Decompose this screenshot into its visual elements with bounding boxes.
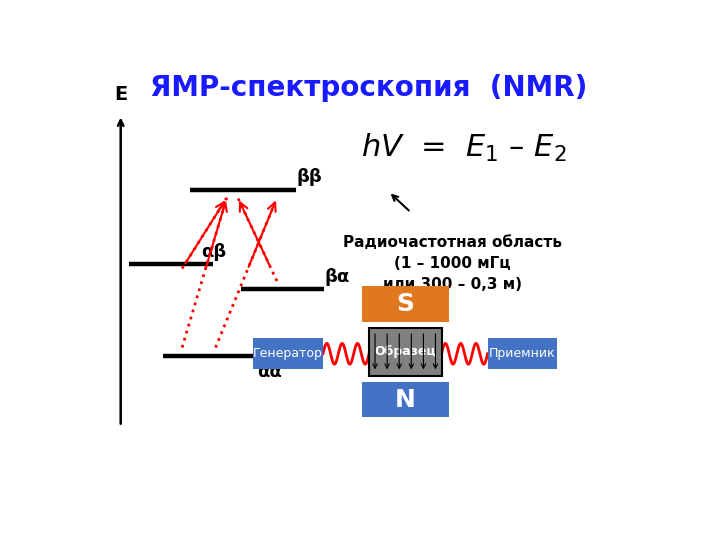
Text: E: E [114, 85, 127, 104]
Text: $hV$  =  $E_1$ – $E_2$: $hV$ = $E_1$ – $E_2$ [361, 132, 567, 164]
Text: αβ: αβ [202, 243, 227, 261]
Text: ЯМР-спектроскопия  (NMR): ЯМР-спектроскопия (NMR) [150, 73, 588, 102]
Bar [487, 338, 557, 369]
Bar [362, 382, 449, 417]
Text: Образец: Образец [374, 345, 436, 358]
Text: Радиочастотная область
(1 – 1000 мГц
или 300 – 0,3 м): Радиочастотная область (1 – 1000 мГц или… [343, 235, 562, 292]
Text: βα: βα [324, 268, 350, 286]
Text: S: S [396, 292, 414, 316]
Text: αα: αα [258, 363, 282, 381]
Text: Генератор: Генератор [253, 347, 323, 360]
Bar [253, 338, 323, 369]
Bar [369, 328, 441, 376]
Text: Приемник: Приемник [489, 347, 556, 360]
Text: ββ: ββ [297, 168, 323, 186]
Bar [362, 286, 449, 321]
Text: N: N [395, 388, 415, 411]
